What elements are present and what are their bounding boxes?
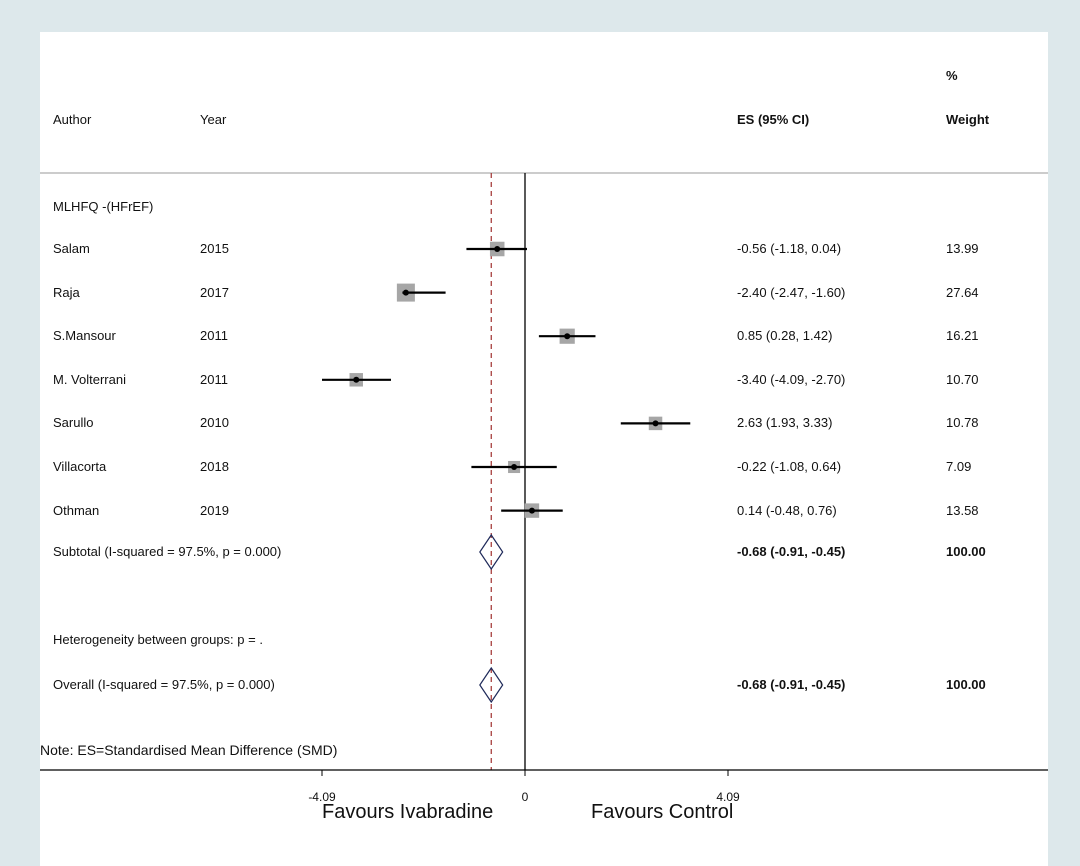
overall-weight: 100.00 — [946, 677, 986, 692]
x-tick-label: -4.09 — [308, 790, 336, 804]
study-year: 2011 — [200, 371, 228, 387]
year-header: Year — [200, 112, 227, 127]
study-author: Salam — [53, 241, 90, 256]
study-es: -3.40 (-4.09, -2.70) — [737, 371, 846, 387]
study-es: 2.63 (1.93, 3.33) — [737, 415, 833, 431]
study-author: Sarullo — [53, 415, 94, 431]
subtotal-label: Subtotal (I-squared = 97.5%, p = 0.000) — [53, 544, 282, 559]
study-weight: 16.21 — [946, 328, 979, 344]
study-year: 2018 — [200, 459, 229, 474]
note-label: Note: ES=Standardised Mean Difference (S… — [40, 742, 338, 758]
study-year: 2017 — [200, 284, 229, 300]
group-label: MLHFQ -(HFrEF) — [53, 199, 154, 214]
study-point — [652, 420, 659, 427]
study-es: 0.14 (-0.48, 0.76) — [737, 502, 837, 518]
study-author: S.Mansour — [53, 328, 116, 344]
forest-plot-graphics: -4.09 0 4.09 — [40, 172, 1048, 804]
es-header: ES (95% CI) — [737, 112, 810, 127]
study-weight: 10.70 — [946, 371, 979, 387]
study-weight: 13.58 — [946, 502, 979, 518]
study-point — [402, 289, 409, 296]
study-year: 2010 — [200, 415, 229, 431]
study-year: 2015 — [200, 241, 229, 256]
study-point — [494, 246, 501, 252]
study-es: -2.40 (-2.47, -1.60) — [737, 284, 846, 300]
study-weight: 13.99 — [946, 241, 979, 256]
subtotal-diamond — [479, 533, 504, 571]
subtotal-es: -0.68 (-0.91, -0.45) — [737, 544, 846, 559]
subtotal-weight: 100.00 — [946, 544, 986, 559]
study-weight: 10.78 — [946, 415, 979, 431]
favours-right-label: Favours Control — [591, 801, 734, 823]
study-author: Raja — [53, 284, 80, 300]
study-year: 2019 — [200, 502, 229, 518]
overall-diamond — [479, 666, 504, 704]
study-point — [528, 507, 535, 514]
study-es: -0.56 (-1.18, 0.04) — [737, 241, 842, 256]
study-author: Othman — [53, 502, 100, 518]
study-es: 0.85 (0.28, 1.42) — [737, 328, 833, 344]
x-tick-label: 0 — [522, 790, 529, 804]
study-point — [353, 376, 360, 383]
favours-left-label: Favours Ivabradine — [322, 801, 494, 823]
study-weight: 7.09 — [946, 459, 972, 474]
study-author: M. Volterrani — [53, 371, 126, 387]
overall-label: Overall (I-squared = 97.5%, p = 0.000) — [53, 677, 275, 692]
heterogeneity-label: Heterogeneity between groups: p = . — [53, 632, 263, 647]
study-point — [511, 464, 518, 470]
weight-header: Weight — [946, 112, 990, 127]
author-header: Author — [53, 112, 92, 127]
x-tick-label: 4.09 — [716, 790, 740, 804]
study-es: -0.22 (-1.08, 0.64) — [737, 459, 842, 474]
forest-plot-panel: % Author Year ES (95% CI) Weight MLHFQ -… — [40, 32, 1048, 866]
study-point — [564, 333, 571, 340]
study-weight: 27.64 — [946, 284, 979, 300]
weight-header-percent: % — [946, 68, 958, 83]
overall-es: -0.68 (-0.91, -0.45) — [737, 677, 846, 692]
study-year: 2011 — [200, 328, 228, 344]
study-author: Villacorta — [53, 459, 107, 474]
